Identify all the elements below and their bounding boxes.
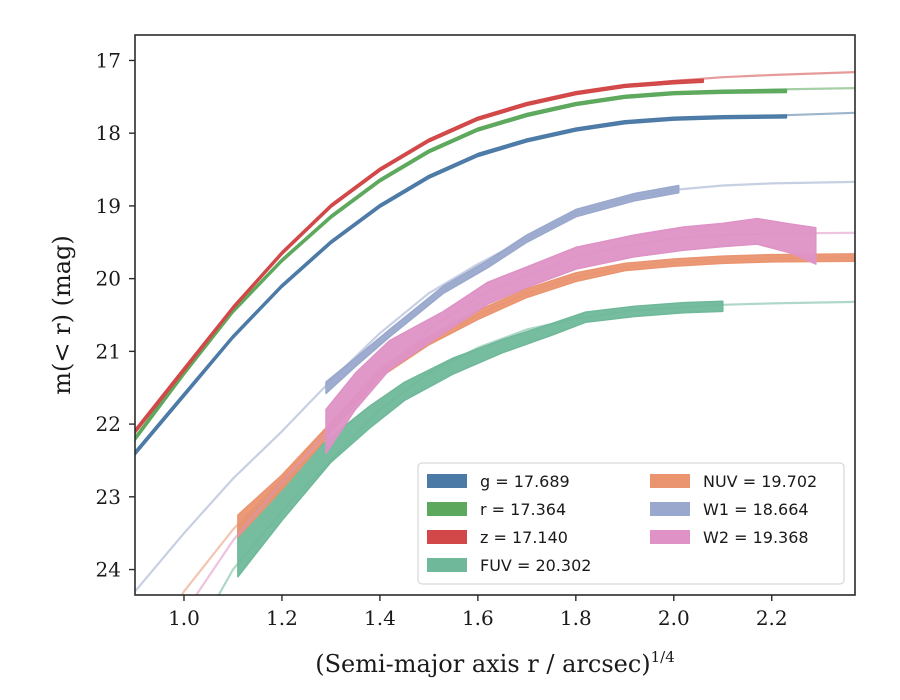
y-tick-label: 24 xyxy=(96,558,121,582)
legend-items: g = 17.689 r = 17.364 z = 17.140 FUV = 20.3… xyxy=(427,472,817,575)
legend-entry-g: g = 17.689 xyxy=(427,472,570,491)
legend-entry-r: r = 17.364 xyxy=(427,500,566,519)
x-axis-label-text: (Semi-major axis r / arcsec) xyxy=(315,650,650,678)
legend-label: r = 17.364 xyxy=(480,500,566,519)
y-tick-label: 17 xyxy=(96,48,121,72)
plot-frame xyxy=(134,34,856,596)
series-layer xyxy=(135,70,855,595)
legend-label: g = 17.689 xyxy=(480,472,570,491)
legend-label: W1 = 18.664 xyxy=(703,500,809,519)
legend-swatch xyxy=(650,502,690,516)
fit-curve-w1 xyxy=(135,180,855,593)
legend-label: z = 17.140 xyxy=(480,528,568,547)
x-tick-label: 1.0 xyxy=(168,606,200,630)
legend-swatch xyxy=(427,502,467,516)
legend-swatch xyxy=(427,474,467,488)
profile-band-g xyxy=(135,114,788,456)
legend-label: NUV = 19.702 xyxy=(703,472,817,491)
profile-band-z xyxy=(135,78,704,434)
series-w2 xyxy=(194,217,855,595)
x-axis-label-exponent: 1/4 xyxy=(651,648,675,666)
y-axis-ticks: 17 18 19 20 21 22 23 24 xyxy=(96,48,135,582)
series-r xyxy=(135,86,855,442)
x-tick-label: 1.6 xyxy=(462,606,494,630)
x-tick-label: 1.2 xyxy=(266,606,298,630)
series-z xyxy=(135,70,855,434)
legend-swatch xyxy=(427,530,467,544)
x-tick-label: 1.4 xyxy=(364,606,396,630)
legend-entry-w1: W1 = 18.664 xyxy=(650,500,809,519)
legend-entry-nuv: NUV = 19.702 xyxy=(650,472,817,491)
legend-frame xyxy=(417,462,845,585)
series-g xyxy=(135,111,855,456)
y-tick-label: 20 xyxy=(96,267,121,291)
y-axis-label: m(< r) (mag) xyxy=(48,235,76,394)
profile-band-w2 xyxy=(325,217,817,454)
x-axis-label: (Semi-major axis r / arcsec)1/4 xyxy=(315,648,675,678)
legend-entry-w2: W2 = 19.368 xyxy=(650,528,809,547)
x-tick-label: 2.2 xyxy=(756,606,788,630)
legend-label: W2 = 19.368 xyxy=(703,528,809,547)
legend-swatch xyxy=(427,558,467,572)
x-tick-label: 2.0 xyxy=(658,606,690,630)
y-tick-label: 18 xyxy=(96,121,121,145)
legend-label: FUV = 20.302 xyxy=(480,556,591,575)
x-axis-ticks: 1.0 1.2 1.4 1.6 1.8 2.0 2.2 xyxy=(168,595,788,630)
profile-band-r xyxy=(135,88,788,442)
y-tick-label: 23 xyxy=(96,485,121,509)
legend: g = 17.689 r = 17.364 z = 17.140 FUV = 20.3… xyxy=(417,462,845,585)
y-tick-label: 22 xyxy=(96,412,121,436)
legend-entry-z: z = 17.140 xyxy=(427,528,568,547)
series-w1 xyxy=(135,180,855,593)
profile-band-w1 xyxy=(325,184,680,395)
legend-swatch xyxy=(650,474,690,488)
legend-entry-fuv: FUV = 20.302 xyxy=(427,556,591,575)
legend-swatch xyxy=(650,530,690,544)
x-tick-label: 1.8 xyxy=(560,606,592,630)
y-tick-label: 21 xyxy=(96,339,121,363)
y-tick-label: 19 xyxy=(96,194,121,218)
